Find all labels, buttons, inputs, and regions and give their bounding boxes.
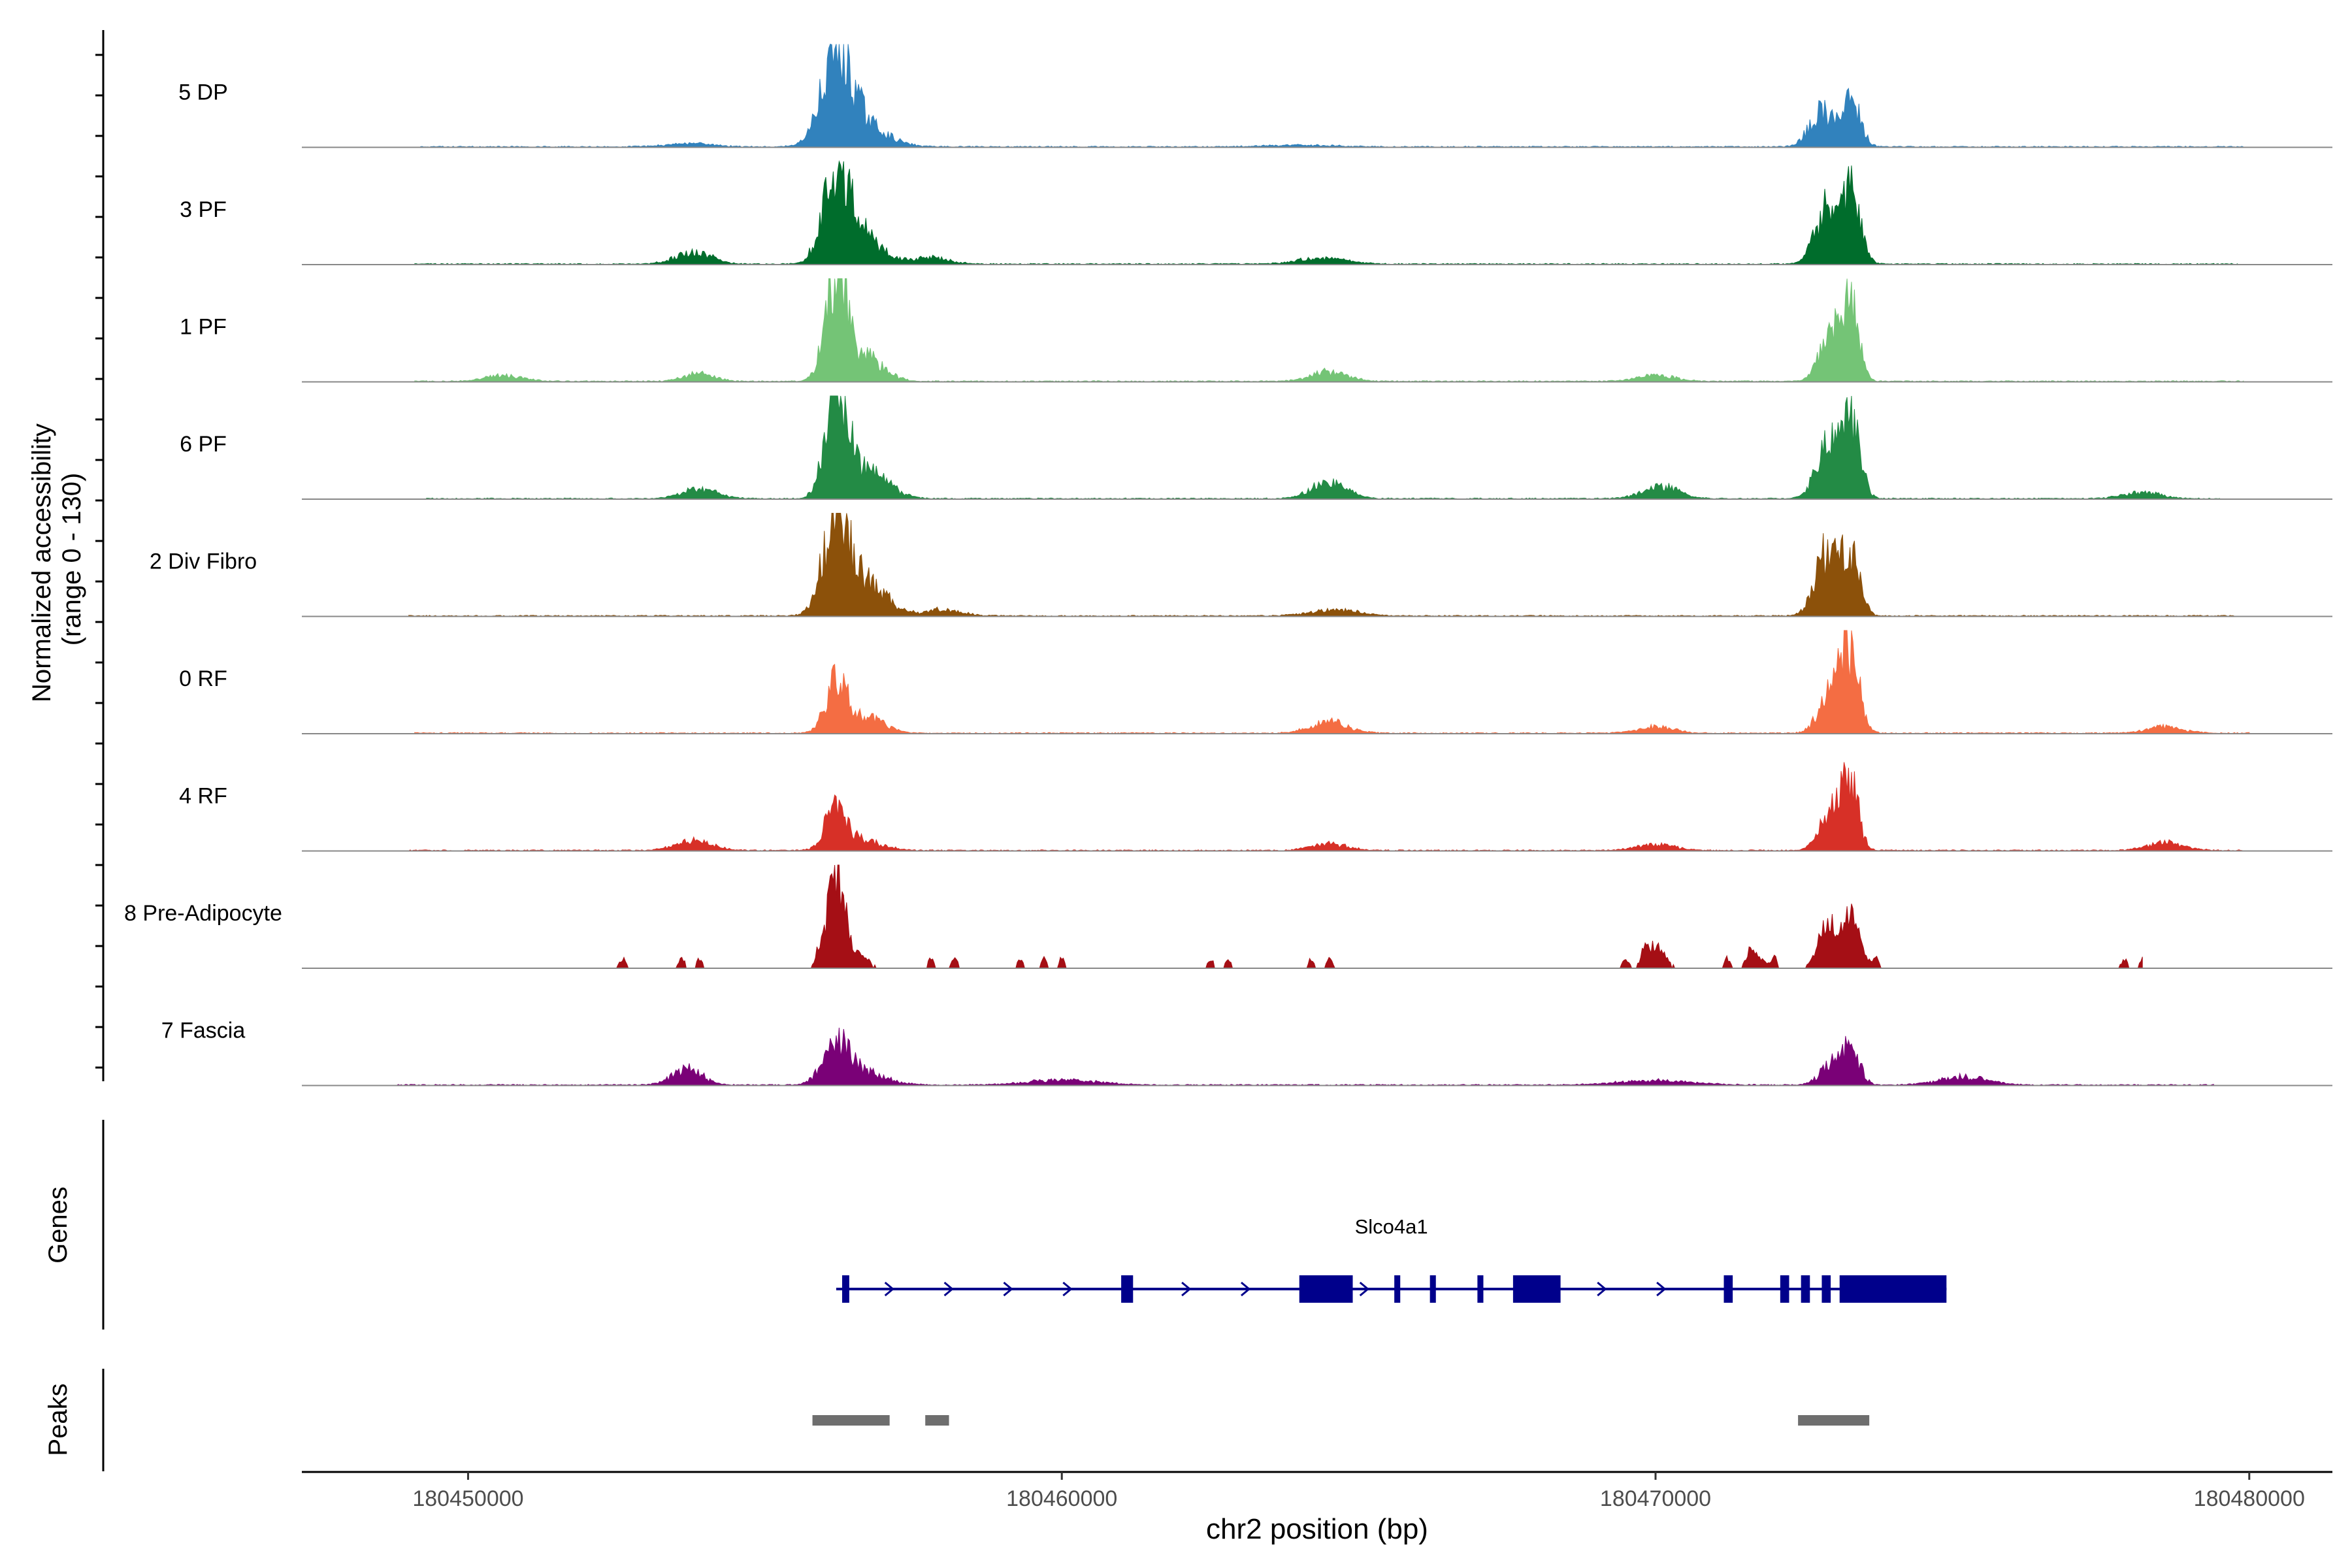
x-axis-label: chr2 position (bp): [1206, 1513, 1428, 1545]
gene-exon: [1477, 1275, 1484, 1303]
peaks-track-label: Peaks: [44, 1383, 73, 1456]
peak-region: [925, 1415, 949, 1426]
x-axis-tick-label: 180470000: [1600, 1486, 1711, 1511]
track-label: 6 PF: [180, 432, 227, 457]
peak-region: [1798, 1415, 1870, 1426]
coverage-axis-ticks: [95, 54, 103, 1069]
gene-track: Slco4a1: [836, 1215, 1947, 1303]
coverage-track: 0 RF: [179, 630, 2332, 734]
track-label: 0 RF: [179, 666, 227, 691]
strand-arrow: [1062, 1281, 1073, 1297]
peak-region: [812, 1415, 890, 1426]
gene-exon: [1723, 1275, 1733, 1303]
track-label: 5 DP: [178, 80, 228, 105]
gene-exon: [1821, 1275, 1831, 1303]
strand-arrow: [884, 1281, 895, 1297]
strand-arrow: [943, 1281, 954, 1297]
strand-arrow: [1359, 1281, 1370, 1297]
gene-exon: [1839, 1275, 1947, 1303]
y-axis-label-line1: Normalized accessibility: [27, 423, 56, 702]
track-label: 7 Fascia: [161, 1019, 246, 1043]
coverage-track: 8 Pre-Adipocyte: [124, 864, 2332, 970]
coverage-track: 7 Fascia: [161, 1019, 2332, 1086]
x-axis-ticks: 180450000 180460000 180470000 180480000: [412, 1472, 2305, 1511]
coverage-track: 5 DP: [178, 43, 2332, 148]
gene-exon: [1801, 1275, 1810, 1303]
y-axis-label: Normalized accessibility (range 0 - 130): [27, 416, 86, 702]
coverage-area: [426, 395, 2220, 500]
strand-arrow: [1597, 1281, 1607, 1297]
x-axis-tick-label: 180480000: [2194, 1486, 2305, 1511]
gene-exon: [1394, 1275, 1401, 1303]
track-label: 3 PF: [180, 197, 227, 222]
coverage-area: [408, 762, 2244, 852]
strand-arrow: [1181, 1281, 1192, 1297]
x-axis-tick-label: 180450000: [412, 1486, 523, 1511]
track-label: 2 Div Fibro: [150, 549, 257, 574]
strand-arrow: [1240, 1281, 1251, 1297]
coverage-track: 3 PF: [180, 160, 2332, 265]
strand-arrow: [1003, 1281, 1013, 1297]
track-label: 1 PF: [180, 315, 227, 340]
genes-track-label: Genes: [44, 1186, 73, 1264]
gene-exon: [1512, 1275, 1561, 1303]
gene-name-label: Slco4a1: [1355, 1215, 1428, 1238]
coverage-track: 1 PF: [180, 278, 2332, 383]
coverage-track: 6 PF: [180, 395, 2332, 500]
peak-track: [812, 1415, 1870, 1426]
track-label: 4 RF: [179, 784, 227, 809]
gene-exon: [1121, 1275, 1134, 1303]
track-label: 8 Pre-Adipocyte: [124, 901, 282, 926]
gene-exon: [1429, 1275, 1436, 1303]
gene-exon: [841, 1275, 849, 1303]
y-axis-label-line2: (range 0 - 130): [57, 473, 86, 646]
gene-exon: [1780, 1275, 1789, 1303]
strand-arrow: [1656, 1281, 1667, 1297]
x-axis-tick-label: 180460000: [1006, 1486, 1117, 1511]
coverage-track: 4 RF: [179, 762, 2332, 852]
gene-exon: [1299, 1275, 1353, 1303]
coverage-track: 2 Div Fibro: [150, 513, 2332, 617]
coverage-tracks: 5 DP 3 PF 1 PF 6 PF 2 Div Fibro 0 RF 4 RF 8 Pre…: [124, 43, 2332, 1086]
